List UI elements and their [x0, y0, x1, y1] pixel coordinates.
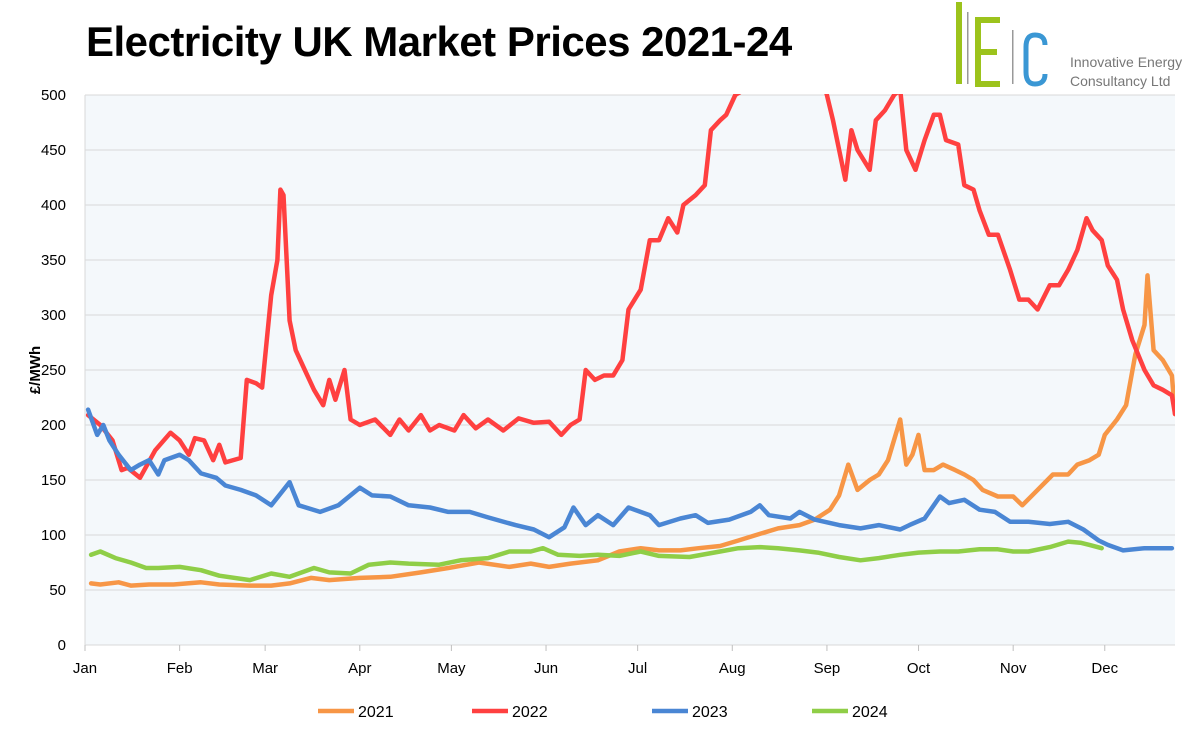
y-tick-label: 350 [41, 252, 66, 269]
x-tick-label: May [437, 660, 466, 677]
series-line-2023 [85, 407, 1175, 553]
y-tick-label: 150 [41, 472, 66, 489]
x-tick-label: Aug [719, 660, 746, 677]
legend-label-2021: 2021 [358, 704, 394, 721]
y-tick-label: 100 [41, 527, 66, 544]
y-tick-label: 450 [41, 142, 66, 159]
iec-logo-icon [956, 2, 1048, 87]
y-tick-label: 300 [41, 307, 66, 324]
x-tick-label: Dec [1091, 660, 1118, 677]
x-tick-label: Jan [73, 660, 97, 677]
series-line-2024 [88, 539, 1104, 583]
y-tick-label: 0 [58, 637, 66, 654]
x-tick-label: Nov [1000, 660, 1027, 677]
legend-label-2024: 2024 [852, 704, 888, 721]
chart-title: Electricity UK Market Prices 2021-24 [86, 18, 792, 65]
series-line-2021 [88, 273, 1175, 588]
logo-text-line2: Consultancy Ltd [1070, 73, 1171, 89]
x-tick-label: Jun [534, 660, 558, 677]
y-tick-label: 400 [41, 197, 66, 214]
x-tick-label: Oct [907, 660, 931, 677]
x-tick-label: Sep [814, 660, 841, 677]
legend-label-2023: 2023 [692, 704, 728, 721]
series-line-2022 [85, 94, 1175, 481]
x-tick-label: Mar [252, 660, 278, 677]
y-tick-label: 250 [41, 362, 66, 379]
company-logo [950, 0, 1200, 92]
y-tick-label: 200 [41, 417, 66, 434]
x-tick-label: Jul [628, 660, 647, 677]
y-tick-label: 500 [41, 87, 66, 104]
y-tick-label: 50 [49, 582, 66, 599]
x-tick-label: Apr [348, 660, 371, 677]
logo-text-line1: Innovative Energy [1070, 54, 1183, 70]
x-tick-label: Feb [167, 660, 193, 677]
legend-label-2022: 2022 [512, 704, 548, 721]
y-axis-label: £/MWh [27, 346, 44, 394]
